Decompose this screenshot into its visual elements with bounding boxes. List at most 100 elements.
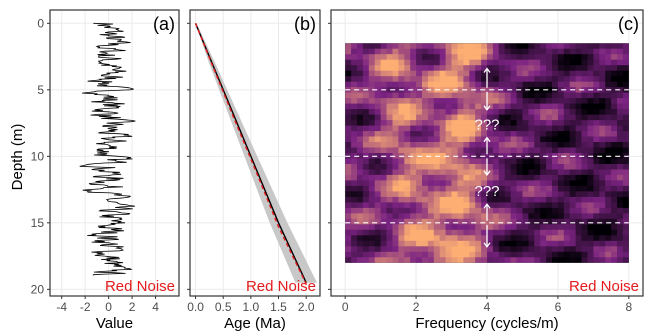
heatmap-cell (540, 202, 547, 209)
heatmap-cell (617, 92, 624, 99)
heatmap-cell (534, 54, 541, 61)
heatmap-cell (487, 240, 494, 247)
heatmap-cell (362, 229, 370, 236)
heatmap-cell (386, 229, 393, 236)
heatmap-cell (540, 81, 547, 88)
heatmap-cell (410, 240, 417, 247)
heatmap-cell (563, 246, 571, 253)
heatmap-cell (534, 202, 541, 209)
heatmap-cell (374, 196, 382, 203)
heatmap-cell (510, 43, 518, 50)
heatmap-cell (581, 114, 588, 121)
heatmap-cell (463, 224, 470, 231)
heatmap-cell (422, 246, 429, 253)
heatmap-cell (374, 136, 382, 143)
heatmap-cell (416, 202, 423, 209)
heatmap-cell (540, 48, 547, 55)
heatmap-cell (557, 251, 565, 258)
heatmap-cell (422, 43, 429, 50)
heatmap-cell (617, 136, 624, 143)
heatmap-cell (498, 185, 506, 192)
heatmap-cell (522, 70, 529, 77)
heatmap-cell (510, 125, 518, 132)
heatmap-cell (581, 120, 588, 127)
heatmap-cell (611, 174, 618, 181)
heatmap-cell (422, 125, 429, 132)
heatmap-cell (445, 185, 453, 192)
heatmap-cell (563, 70, 571, 77)
heatmap-cell (622, 59, 629, 66)
heatmap-cell (617, 147, 624, 154)
heatmap-cell (410, 235, 417, 242)
heatmap-cell (357, 240, 364, 247)
heatmap-cell (581, 185, 588, 192)
heatmap-cell (622, 246, 629, 253)
heatmap-cell (528, 169, 535, 176)
heatmap-cell (463, 43, 470, 50)
heatmap-cell (380, 224, 388, 231)
heatmap-cell (492, 120, 500, 127)
heatmap-cell (374, 131, 382, 138)
heatmap-cell (416, 109, 423, 116)
heatmap-cell (380, 147, 388, 154)
heatmap-cell (563, 59, 571, 66)
heatmap-cell (427, 48, 435, 55)
heatmap-cell (528, 136, 535, 143)
heatmap-cell (433, 92, 441, 99)
heatmap-cell (451, 125, 458, 132)
heatmap-cell (427, 92, 435, 99)
heatmap-cell (351, 98, 358, 105)
heatmap-cell (427, 131, 435, 138)
heatmap-cell (380, 54, 388, 61)
heatmap-cell (587, 109, 594, 116)
heatmap-cell (569, 131, 577, 138)
heatmap-cell (416, 98, 423, 105)
heatmap-cell (552, 169, 559, 176)
heatmap-cell (492, 246, 500, 253)
heatmap-cell (422, 191, 429, 198)
heatmap-cell (516, 136, 523, 143)
heatmap-cell (593, 207, 600, 214)
heatmap-cell (498, 76, 506, 83)
x-tick-label: 1.5 (270, 300, 287, 314)
heatmap-cell (439, 240, 447, 247)
heatmap-cell (380, 257, 388, 263)
heatmap-cell (362, 213, 370, 220)
heatmap-cell (481, 158, 488, 165)
heatmap-cell (463, 191, 470, 198)
heatmap-cell (481, 213, 488, 220)
heatmap-cell (552, 54, 559, 61)
heatmap-cell (404, 92, 411, 99)
heatmap-cell (528, 180, 535, 187)
heatmap-cell (557, 174, 565, 181)
heatmap-cell (439, 164, 447, 171)
heatmap-cell (510, 218, 518, 225)
heatmap-cell (516, 164, 523, 171)
heatmap-cell (416, 174, 423, 181)
heatmap-cell (439, 180, 447, 187)
heatmap-cell (516, 103, 523, 110)
heatmap-cell (498, 65, 506, 72)
heatmap-cell (492, 218, 500, 225)
heatmap-cell (427, 81, 435, 88)
heatmap-cell (445, 76, 453, 83)
heatmap-cell (487, 65, 494, 72)
heatmap-cell (611, 92, 618, 99)
heatmap-cell (487, 142, 494, 149)
heatmap-cell (469, 185, 476, 192)
heatmap-cell (351, 48, 358, 55)
heatmap-cell (593, 180, 600, 187)
heatmap-cell (605, 54, 612, 61)
heatmap-cell (581, 246, 588, 253)
heatmap-cell (622, 131, 629, 138)
heatmap-cell (510, 48, 518, 55)
heatmap-cell (374, 98, 382, 105)
heatmap-cell (516, 70, 523, 77)
heatmap-cell (622, 218, 629, 225)
heatmap-cell (581, 191, 588, 198)
heatmap-cell (357, 246, 364, 253)
heatmap-cell (433, 114, 441, 121)
heatmap-cell (374, 207, 382, 214)
heatmap-cell (481, 125, 488, 132)
heatmap-cell (528, 125, 535, 132)
